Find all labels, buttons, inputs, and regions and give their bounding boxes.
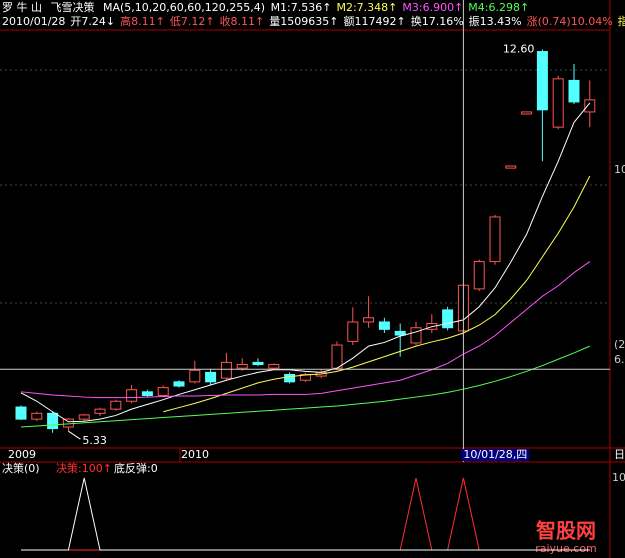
indicator-line bbox=[21, 477, 590, 551]
candle-body bbox=[331, 344, 343, 369]
candle-body bbox=[126, 389, 138, 402]
candle-body bbox=[505, 165, 517, 169]
candle-body bbox=[252, 361, 264, 366]
candle-body bbox=[378, 321, 390, 330]
candle-body bbox=[110, 400, 122, 410]
min-pointer bbox=[68, 430, 81, 440]
candle-body bbox=[299, 373, 311, 381]
indicator-line bbox=[21, 477, 590, 551]
stock-name: 罗 牛 山 bbox=[2, 1, 42, 14]
info-field: 开7.24↓ bbox=[70, 15, 116, 28]
cursor-label: 10/01/28,四 bbox=[463, 448, 527, 461]
indicator-legend: 底反弹:0 bbox=[114, 461, 158, 475]
candle-body bbox=[584, 99, 596, 113]
legend-entry: M1:7.536↑ bbox=[270, 1, 332, 14]
info-field: 振13.43% bbox=[468, 15, 522, 28]
header-row-1: 罗 牛 山 飞雪决策 MA(5,10,20,60,60,120,255,4) M… bbox=[2, 1, 539, 15]
candle-body bbox=[568, 79, 580, 103]
info-field: 额117492↑ bbox=[343, 15, 406, 28]
candle-body bbox=[536, 51, 548, 111]
x-label: 2009 bbox=[8, 448, 36, 461]
min-label: 5.33 bbox=[82, 434, 107, 447]
info-field: 指 bbox=[617, 15, 625, 28]
candle-body bbox=[473, 261, 485, 290]
info-field: 高8.11↑ bbox=[120, 15, 165, 28]
legend: M1:7.536↑ M2:7.348↑ M3:6.900↑ M4:6.298↑ bbox=[271, 1, 535, 14]
candle-body bbox=[94, 408, 106, 414]
candle-body bbox=[394, 330, 406, 336]
indicator-name: 飞雪决策 bbox=[50, 1, 95, 14]
candle-body bbox=[236, 364, 248, 369]
max-label: 12.60 bbox=[503, 42, 535, 55]
indicator-tick: 100 bbox=[612, 471, 625, 484]
cursor-label-bg bbox=[461, 449, 530, 461]
x-label: 2010 bbox=[181, 448, 209, 461]
candle-body bbox=[489, 216, 501, 263]
candle-body bbox=[62, 418, 74, 428]
candle-body bbox=[15, 406, 27, 420]
ma-line bbox=[20, 261, 591, 399]
ma-line bbox=[20, 345, 590, 428]
legend-entry: M2:7.348↑ bbox=[336, 1, 398, 14]
indicator-title: 决策(0) bbox=[2, 461, 40, 475]
watermark-url: raiyue.com bbox=[535, 542, 597, 555]
candle-body bbox=[47, 412, 59, 430]
info-field: 涨(0.74)10.04% bbox=[526, 15, 613, 28]
right-edge-label: (29 bbox=[614, 338, 625, 351]
candle-body bbox=[189, 369, 201, 383]
legend-entry: M4:6.298↑ bbox=[468, 1, 530, 14]
candle-body bbox=[78, 414, 90, 420]
info-field: 量1509635↑ bbox=[269, 15, 339, 28]
candle-body bbox=[173, 381, 185, 387]
candle-body bbox=[347, 321, 359, 342]
watermark-title: 智股网 bbox=[536, 519, 596, 543]
ma-line bbox=[20, 102, 591, 423]
candle-body bbox=[442, 309, 454, 329]
candle-body bbox=[363, 317, 375, 323]
ma-params: MA(5,10,20,60,60,120,255,4) bbox=[103, 1, 266, 14]
right-edge-label: 10 bbox=[614, 163, 625, 176]
ma-line bbox=[163, 175, 591, 413]
indicator-legend: 决策:100↑ bbox=[56, 461, 112, 475]
info-field: 换17.16% bbox=[410, 15, 464, 28]
candle-body bbox=[141, 391, 153, 396]
candle-body bbox=[205, 371, 217, 383]
header-row-2: 2010/01/28 开7.24↓ 高8.11↑ 低7.12↑ 收8.11↑ 量15096… bbox=[2, 15, 625, 29]
right-edge-label: 日 bbox=[614, 448, 625, 461]
candle-body bbox=[31, 412, 43, 420]
candle-body bbox=[552, 78, 564, 128]
info-field: 低7.12↑ bbox=[169, 15, 215, 28]
info-field: 2010/01/28 bbox=[2, 15, 66, 28]
candle-body bbox=[268, 364, 280, 369]
candle-body bbox=[157, 387, 169, 396]
info-field: 收8.11↑ bbox=[219, 15, 265, 28]
right-edge-label: 6. bbox=[614, 353, 625, 366]
candle-body bbox=[410, 327, 422, 344]
legend-entry: M3:6.900↑ bbox=[402, 1, 464, 14]
candle-body bbox=[521, 111, 533, 115]
candle-body bbox=[284, 373, 296, 383]
candle-body bbox=[220, 361, 232, 379]
